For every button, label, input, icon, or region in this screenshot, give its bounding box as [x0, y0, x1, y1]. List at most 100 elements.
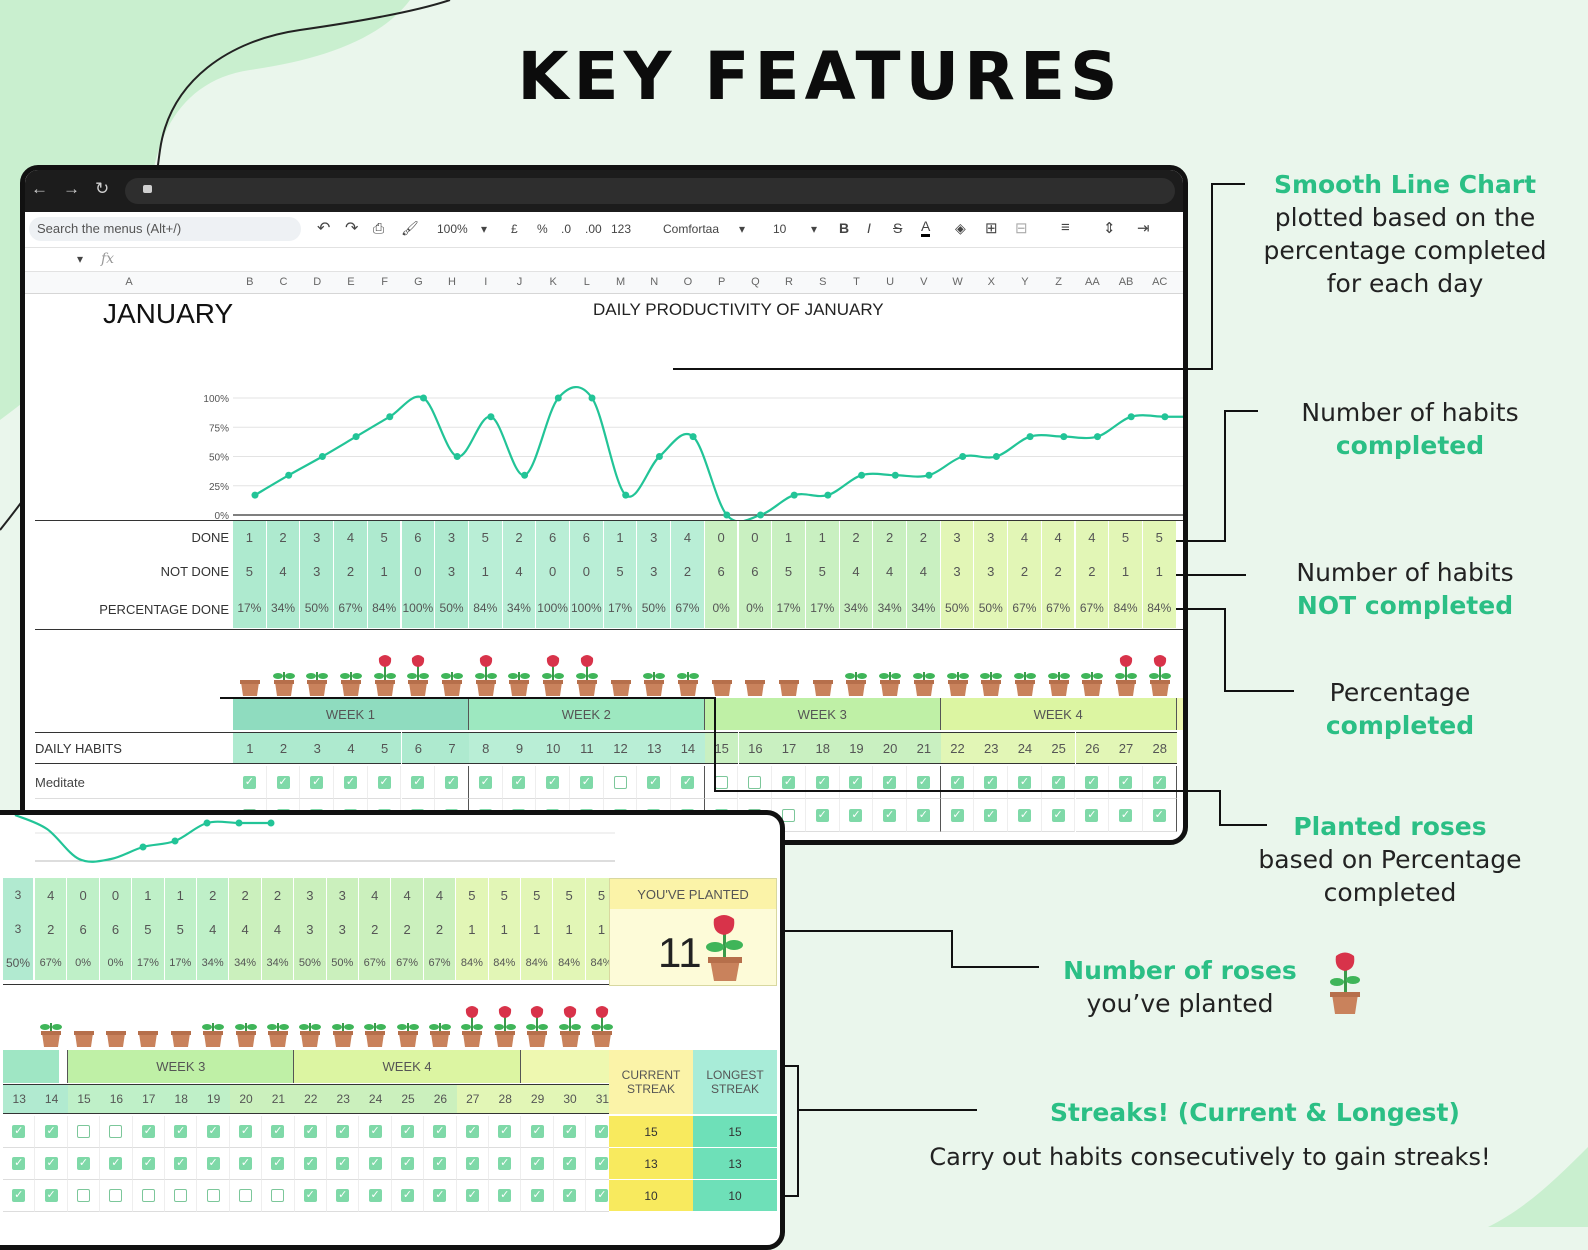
- checkbox[interactable]: [303, 1189, 317, 1202]
- checkbox[interactable]: [546, 775, 560, 789]
- checkbox[interactable]: [12, 1189, 26, 1202]
- checkbox[interactable]: [238, 1189, 252, 1202]
- checkbox[interactable]: [562, 1125, 576, 1138]
- checkbox[interactable]: [984, 808, 998, 822]
- checkbox[interactable]: [1119, 775, 1133, 789]
- checkbox[interactable]: [206, 1189, 220, 1202]
- checkbox[interactable]: [336, 1125, 350, 1138]
- column-header[interactable]: N: [650, 276, 659, 288]
- checkbox[interactable]: [109, 1125, 123, 1138]
- checkbox[interactable]: [445, 775, 459, 789]
- checkbox[interactable]: [44, 1125, 58, 1138]
- checkbox[interactable]: [595, 1157, 609, 1170]
- checkbox[interactable]: [12, 1157, 26, 1170]
- checkbox[interactable]: [530, 1189, 544, 1202]
- checkbox[interactable]: [498, 1189, 512, 1202]
- column-header[interactable]: R: [785, 276, 793, 288]
- borders-icon[interactable]: ⊞: [985, 220, 998, 237]
- checkbox[interactable]: [512, 775, 526, 789]
- checkbox[interactable]: [595, 1125, 609, 1138]
- column-header[interactable]: AB: [1118, 276, 1134, 288]
- checkbox[interactable]: [1051, 775, 1065, 789]
- checkbox[interactable]: [343, 775, 357, 789]
- checkbox[interactable]: [44, 1189, 58, 1202]
- checkbox[interactable]: [12, 1125, 26, 1138]
- forward-icon[interactable]: →: [63, 179, 80, 198]
- checkbox[interactable]: [206, 1125, 220, 1138]
- column-header[interactable]: I: [484, 276, 488, 288]
- checkbox[interactable]: [815, 775, 829, 789]
- font-select[interactable]: Comfortaa: [663, 222, 720, 236]
- checkbox[interactable]: [44, 1157, 58, 1170]
- checkbox[interactable]: [336, 1157, 350, 1170]
- text-color-icon[interactable]: A: [921, 218, 931, 237]
- checkbox[interactable]: [242, 775, 256, 789]
- column-header[interactable]: E: [347, 276, 355, 288]
- checkbox[interactable]: [613, 775, 627, 789]
- column-header[interactable]: S: [819, 276, 827, 288]
- checkbox[interactable]: [849, 775, 863, 789]
- column-header[interactable]: F: [381, 276, 388, 288]
- undo-icon[interactable]: ↶: [317, 220, 331, 237]
- checkbox[interactable]: [1085, 808, 1099, 822]
- paint-format-icon[interactable]: 🖌: [401, 220, 419, 236]
- checkbox[interactable]: [109, 1157, 123, 1170]
- column-header[interactable]: J: [516, 276, 523, 288]
- checkbox[interactable]: [849, 808, 863, 822]
- column-header[interactable]: AA: [1085, 276, 1100, 288]
- checkbox[interactable]: [174, 1125, 188, 1138]
- checkbox[interactable]: [562, 1157, 576, 1170]
- column-header[interactable]: W: [952, 276, 963, 288]
- column-header[interactable]: AC: [1152, 276, 1168, 288]
- checkbox[interactable]: [748, 775, 762, 789]
- reload-icon[interactable]: ↻: [95, 179, 110, 198]
- checkbox[interactable]: [109, 1189, 123, 1202]
- redo-icon[interactable]: ↷: [345, 220, 359, 237]
- column-header[interactable]: U: [886, 276, 895, 288]
- checkbox[interactable]: [271, 1125, 285, 1138]
- column-header[interactable]: A: [125, 276, 133, 288]
- checkbox[interactable]: [271, 1189, 285, 1202]
- checkbox[interactable]: [916, 775, 930, 789]
- checkbox[interactable]: [498, 1125, 512, 1138]
- checkbox[interactable]: [916, 808, 930, 822]
- checkbox[interactable]: [950, 775, 964, 789]
- checkbox[interactable]: [782, 775, 796, 789]
- checkbox[interactable]: [782, 808, 796, 822]
- checkbox[interactable]: [465, 1157, 479, 1170]
- checkbox[interactable]: [141, 1189, 155, 1202]
- checkbox[interactable]: [276, 775, 290, 789]
- checkbox[interactable]: [377, 775, 391, 789]
- number-format-button[interactable]: 123: [611, 222, 632, 236]
- checkbox[interactable]: [336, 1189, 350, 1202]
- checkbox[interactable]: [76, 1157, 90, 1170]
- checkbox[interactable]: [400, 1189, 414, 1202]
- print-icon[interactable]: ⎙: [373, 220, 385, 236]
- checkbox[interactable]: [76, 1189, 90, 1202]
- checkbox[interactable]: [271, 1157, 285, 1170]
- checkbox[interactable]: [141, 1125, 155, 1138]
- checkbox[interactable]: [238, 1157, 252, 1170]
- column-header[interactable]: Y: [1021, 276, 1029, 288]
- checkbox[interactable]: [303, 1125, 317, 1138]
- column-header[interactable]: Q: [751, 276, 760, 288]
- search-menus-input[interactable]: Search the menus (Alt+/): [29, 217, 301, 241]
- vertical-align-icon[interactable]: ⇕: [1103, 220, 1116, 237]
- merge-cells-icon[interactable]: ⊟: [1015, 220, 1028, 237]
- checkbox[interactable]: [1017, 808, 1031, 822]
- column-header[interactable]: D: [313, 276, 322, 288]
- align-icon[interactable]: ≡: [1061, 219, 1070, 236]
- checkbox[interactable]: [883, 808, 897, 822]
- checkbox[interactable]: [465, 1189, 479, 1202]
- checkbox[interactable]: [1152, 808, 1166, 822]
- column-header[interactable]: P: [717, 276, 726, 288]
- column-header[interactable]: L: [583, 276, 590, 288]
- text-wrap-icon[interactable]: ⇥: [1137, 220, 1150, 237]
- checkbox[interactable]: [368, 1125, 382, 1138]
- checkbox[interactable]: [478, 775, 492, 789]
- checkbox[interactable]: [595, 1189, 609, 1202]
- address-bar[interactable]: [125, 178, 1175, 204]
- checkbox[interactable]: [174, 1157, 188, 1170]
- checkbox[interactable]: [1152, 775, 1166, 789]
- checkbox[interactable]: [1017, 775, 1031, 789]
